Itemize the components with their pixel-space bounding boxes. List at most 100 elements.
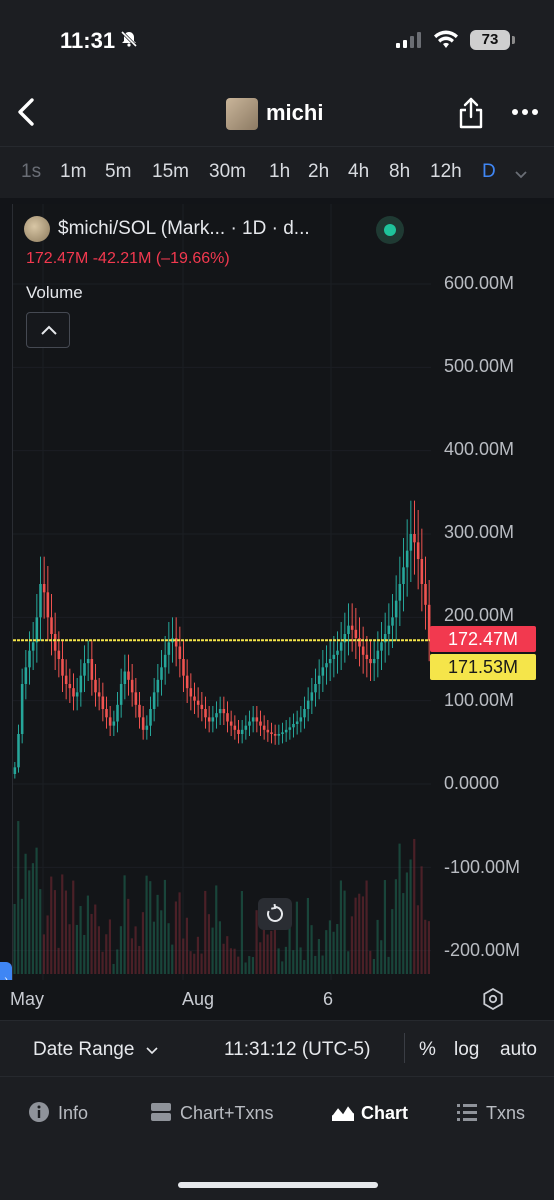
- candle-body: [240, 729, 244, 734]
- settings-icon[interactable]: [482, 987, 504, 1011]
- app-header: michi: [0, 80, 554, 146]
- volume-bar: [383, 880, 386, 974]
- chart-canvas[interactable]: [13, 204, 554, 980]
- volume-bar: [303, 960, 306, 974]
- back-chevron-icon[interactable]: [10, 94, 46, 130]
- cellular-signal-icon: [396, 32, 424, 53]
- candle-body: [134, 692, 138, 705]
- candle-body: [255, 717, 259, 722]
- candle-body: [288, 727, 292, 730]
- tf-1m[interactable]: 1m: [60, 161, 87, 182]
- tf-12h[interactable]: 12h: [430, 161, 462, 182]
- tf-d[interactable]: D: [482, 161, 496, 182]
- candle-body: [149, 709, 152, 726]
- candle-body: [105, 709, 108, 718]
- candle-body: [226, 713, 229, 722]
- timeframe-bar: 1s 1m 5m 15m 30m 1h 2h 4h 8h 12h D: [0, 146, 554, 198]
- candle-body: [79, 675, 83, 693]
- candle-body: [218, 709, 222, 714]
- y-axis-label: 200.00M: [444, 605, 515, 625]
- timeframe-dropdown-chevron-icon[interactable]: [514, 167, 528, 185]
- candle-body: [416, 542, 420, 559]
- volume-bar: [207, 914, 210, 974]
- log-toggle[interactable]: log: [454, 1039, 480, 1060]
- tf-8h[interactable]: 8h: [389, 161, 411, 182]
- tf-1h[interactable]: 1h: [269, 161, 291, 182]
- auto-toggle[interactable]: auto: [500, 1039, 537, 1060]
- candle-body: [281, 732, 284, 734]
- candle-body: [295, 721, 299, 724]
- volume-bar: [53, 890, 56, 974]
- bottom-nav: Info Chart+Txns Chart Txns: [0, 1076, 554, 1200]
- candle-body: [39, 584, 42, 618]
- volume-bar: [20, 898, 23, 974]
- tf-15m[interactable]: 15m: [152, 161, 189, 182]
- volume-bar: [196, 936, 199, 974]
- volume-bar: [94, 904, 97, 974]
- candle-body: [317, 675, 321, 684]
- y-axis-label: -100.00M: [444, 857, 521, 877]
- candle-body: [284, 729, 288, 733]
- volume-bar: [31, 863, 34, 974]
- date-range-button[interactable]: Date Range: [33, 1039, 158, 1061]
- volume-bar: [299, 947, 302, 974]
- tf-5m[interactable]: 5m: [105, 161, 132, 182]
- candle-body: [215, 713, 218, 718]
- tf-4h[interactable]: 4h: [348, 161, 370, 182]
- tf-1s[interactable]: 1s: [21, 161, 42, 182]
- candle-body: [310, 692, 314, 701]
- candle-body: [127, 671, 130, 680]
- collapse-indicators-button[interactable]: [26, 312, 70, 348]
- volume-bar: [226, 936, 229, 974]
- volume-bar: [317, 939, 320, 974]
- price-chart[interactable]: [12, 204, 554, 980]
- share-icon[interactable]: [456, 96, 486, 130]
- volume-bar: [167, 923, 170, 974]
- candle-body: [277, 734, 281, 736]
- candle-body: [321, 667, 325, 676]
- candle-body: [156, 679, 160, 693]
- candle-body: [46, 592, 50, 618]
- volume-bar: [127, 898, 130, 974]
- y-axis-label: 300.00M: [444, 522, 515, 542]
- current-price-tag: 172.47M: [430, 626, 536, 652]
- tf-2h[interactable]: 2h: [308, 161, 330, 182]
- candle-body: [83, 663, 86, 676]
- volume-bar: [211, 927, 214, 974]
- tf-30m[interactable]: 30m: [209, 161, 246, 182]
- volume-bar: [328, 920, 331, 974]
- volume-bar: [112, 963, 115, 974]
- volume-bar: [193, 953, 196, 974]
- candle-body: [273, 734, 277, 736]
- volume-bar: [39, 889, 42, 974]
- volume-bar: [295, 901, 298, 974]
- alt-price-tag: 171.53M: [430, 654, 536, 680]
- candle-body: [182, 659, 185, 676]
- symbol-title[interactable]: $michi/SOL (Mark... · 1D · d...: [58, 218, 310, 239]
- reset-chart-button[interactable]: [258, 898, 292, 930]
- candle-body: [394, 600, 398, 618]
- volume-bar: [61, 874, 64, 974]
- nav-label: Chart: [361, 1103, 409, 1123]
- candle-body: [292, 724, 295, 728]
- candle-body: [350, 625, 354, 630]
- more-options-icon[interactable]: [510, 102, 540, 122]
- candle-body: [108, 717, 112, 726]
- volume-bar: [152, 921, 155, 974]
- volume-bar: [218, 921, 221, 974]
- percent-toggle[interactable]: %: [419, 1039, 436, 1060]
- candle-body: [336, 650, 339, 655]
- candle-body: [262, 725, 266, 730]
- volume-bar: [229, 948, 232, 974]
- candle-body: [266, 729, 270, 733]
- candle-body: [17, 734, 20, 768]
- volume-bar: [46, 915, 49, 974]
- x-axis-label: May: [10, 989, 45, 1009]
- volume-bar: [281, 961, 284, 974]
- volume-bar: [314, 955, 317, 974]
- volume-bar: [244, 962, 247, 974]
- candle-body: [222, 709, 226, 714]
- volume-bar: [321, 955, 324, 974]
- volume-bar: [101, 951, 104, 974]
- volume-bar: [119, 926, 122, 974]
